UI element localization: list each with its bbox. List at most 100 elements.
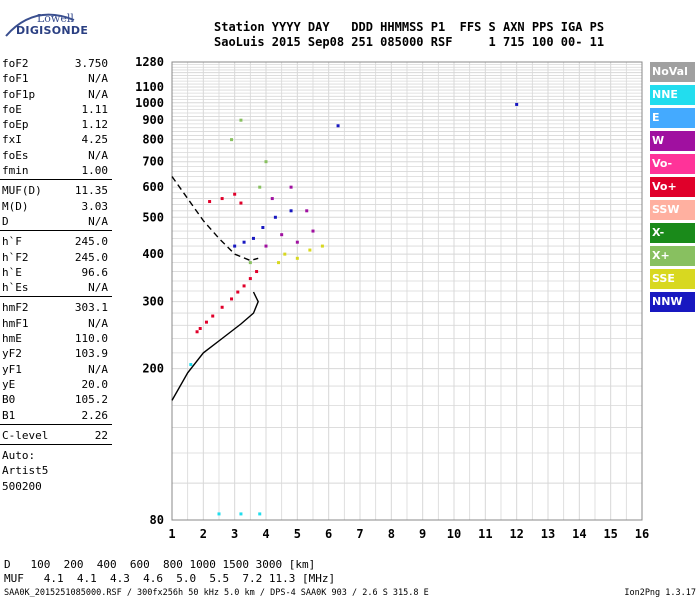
param-row: h`F 245.0	[0, 234, 112, 249]
data-point	[305, 209, 309, 213]
data-point	[264, 244, 268, 248]
param-name: foEs	[2, 148, 29, 162]
data-point	[295, 240, 299, 244]
data-point	[230, 297, 234, 301]
param-name: hmF1	[2, 316, 29, 330]
x-tick-label: 16	[635, 527, 649, 541]
header-line-2: SaoLuis 2015 Sep08 251 085000 RSF 1 715 …	[214, 35, 605, 49]
data-point	[198, 327, 202, 331]
param-value: 303.1	[74, 301, 108, 315]
legend-item-noval: NoVal	[650, 62, 695, 82]
logo-swoosh-icon	[5, 13, 75, 37]
x-tick-label: 5	[294, 527, 301, 541]
param-value: 4.25	[81, 133, 109, 147]
data-point	[230, 138, 234, 142]
y-tick-label: 1100	[135, 80, 164, 94]
param-row: hmF1 N/A	[0, 316, 112, 331]
x-tick-label: 8	[388, 527, 395, 541]
plot-frame	[171, 61, 643, 521]
x-tick-label: 6	[325, 527, 332, 541]
legend-item-vo-: Vo-	[650, 154, 695, 174]
data-point	[308, 248, 312, 252]
param-value: 245.0	[74, 250, 108, 264]
param-row: M(D) 3.03	[0, 199, 112, 214]
y-tick-label: 500	[142, 210, 164, 224]
param-name: foF1	[2, 72, 29, 86]
y-tick-label: 200	[142, 362, 164, 376]
header-line-1: Station YYYY DAY DDD HHMMSS P1 FFS S AXN…	[214, 20, 605, 34]
param-name: h`F2	[2, 250, 29, 264]
param-value: 96.6	[81, 265, 109, 279]
y-tick-label: 80	[150, 513, 164, 527]
legend-item-vo-: Vo+	[650, 177, 695, 197]
data-point	[320, 244, 324, 248]
x-tick-label: 2	[200, 527, 207, 541]
param-row: B0 105.2	[0, 392, 112, 407]
param-name: yF1	[2, 362, 22, 376]
param-row: fmin 1.00	[0, 163, 112, 178]
x-tick-label: 3	[231, 527, 238, 541]
param-name: C-level	[2, 428, 49, 442]
x-tick-label: 1	[168, 527, 175, 541]
muf-values: 4.1 4.1 4.3 4.6 5.0 5.5 7.2 11.3 [MHz]	[43, 572, 336, 585]
param-value: 110.0	[74, 332, 108, 346]
param-value: N/A	[88, 362, 108, 376]
param-value: N/A	[88, 148, 108, 162]
param-note: 500200	[2, 479, 42, 493]
param-row: hmF2 303.1	[0, 300, 112, 315]
data-point	[204, 320, 208, 324]
legend-item-w: W	[650, 131, 695, 151]
y-tick-label: 300	[142, 295, 164, 309]
data-point	[258, 185, 262, 189]
data-point	[195, 330, 199, 334]
data-point	[280, 233, 284, 237]
param-value: 103.9	[74, 347, 108, 361]
data-point	[248, 261, 252, 265]
param-row: foE 1.11	[0, 102, 112, 117]
data-point	[270, 197, 274, 201]
param-name: B0	[2, 393, 16, 407]
param-name: hmF2	[2, 301, 29, 315]
param-name: foEp	[2, 118, 29, 132]
y-tick-label: 400	[142, 247, 164, 261]
param-separator	[0, 230, 112, 233]
param-value: N/A	[88, 316, 108, 330]
data-point	[217, 512, 221, 516]
footer-info: SAA0K_2015251085000.RSF / 300fx256h 50 k…	[4, 588, 429, 598]
data-point	[264, 160, 268, 164]
legend-item-nne: NNE	[650, 85, 695, 105]
legend-item-x-: X+	[650, 246, 695, 266]
param-row: yE 20.0	[0, 377, 112, 392]
param-value: 2.26	[81, 408, 109, 422]
logo-text-top: Lowell	[37, 12, 74, 25]
param-value: N/A	[88, 87, 108, 101]
data-point	[242, 240, 246, 244]
x-tick-label: 7	[356, 527, 363, 541]
x-tick-label: 15	[603, 527, 617, 541]
data-point	[336, 124, 340, 128]
data-point	[233, 244, 237, 248]
data-point	[242, 284, 246, 288]
param-row: foF2 3.750	[0, 56, 112, 71]
param-row: hmE 110.0	[0, 331, 112, 346]
param-value: 11.35	[74, 184, 108, 198]
electron-density-profile	[171, 291, 259, 401]
param-name: h`Es	[2, 281, 29, 295]
y-tick-label: 900	[142, 113, 164, 127]
param-row: foF1 N/A	[0, 71, 112, 86]
data-point	[289, 209, 293, 213]
param-row: fxI 4.25	[0, 132, 112, 147]
data-point	[251, 236, 255, 240]
param-name: B1	[2, 408, 16, 422]
param-value: 245.0	[74, 235, 108, 249]
param-row: foEs N/A	[0, 148, 112, 163]
param-name: M(D)	[2, 199, 29, 213]
param-value: 1.00	[81, 164, 109, 178]
data-point	[515, 102, 519, 106]
legend-item-e: E	[650, 108, 695, 128]
data-point	[255, 270, 259, 274]
muf-table: D 100 200 400 600 800 1000 1500 3000 [km…	[4, 558, 335, 586]
data-point	[289, 185, 293, 189]
y-tick-label: 1280	[135, 55, 164, 69]
polarization-legend: NoVal NNE E W Vo- Vo+ SSW X- X+ SSE NNW	[650, 62, 695, 315]
